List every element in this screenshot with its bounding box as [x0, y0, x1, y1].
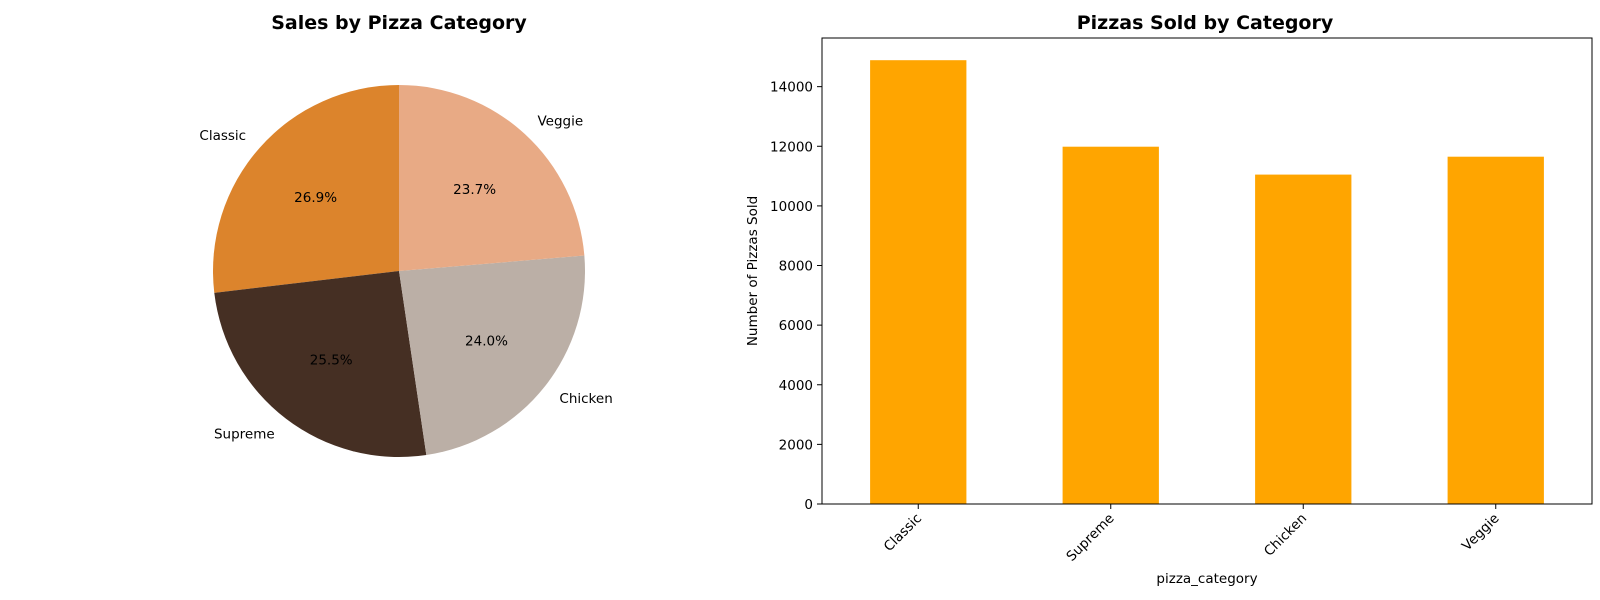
pie-percent-chicken: 24.0%	[465, 333, 508, 349]
pie-chart-title: Sales by Pizza Category	[271, 12, 527, 34]
pie-slice-supreme	[214, 271, 427, 457]
bar-classic	[870, 60, 967, 504]
pie-slice-chicken	[399, 255, 586, 455]
y-axis-label: Number of Pizzas Sold	[745, 196, 761, 346]
y-tick-label: 10000	[770, 199, 813, 215]
x-axis-ticks: Classic Supreme Chicken Veggie	[881, 504, 1503, 565]
x-tick-label-supreme: Supreme	[1063, 511, 1117, 565]
y-tick-label: 4000	[779, 378, 813, 394]
bar-chicken	[1255, 174, 1352, 504]
pie-labels: Classic 26.9% Supreme 25.5% Chicken 24.0% Vegg…	[199, 113, 612, 442]
pie-label-classic: Classic	[199, 128, 246, 144]
pie-label-supreme: Supreme	[214, 427, 275, 443]
y-tick-label: 0	[804, 497, 813, 513]
pie-label-veggie: Veggie	[538, 113, 584, 129]
x-tick-label-classic: Classic	[881, 511, 925, 555]
pie-percent-veggie: 23.7%	[453, 182, 496, 198]
pie-slice-veggie	[399, 85, 585, 271]
bar-veggie	[1447, 156, 1544, 504]
y-tick-label: 8000	[779, 259, 813, 275]
bar-supreme	[1062, 146, 1159, 504]
y-axis-ticks: 0 2000 4000 6000 8000 10000 12000 14000	[770, 80, 822, 513]
x-tick-label-veggie: Veggie	[1459, 511, 1503, 555]
pie-label-chicken: Chicken	[559, 391, 612, 407]
x-tick-label-chicken: Chicken	[1261, 511, 1310, 560]
y-tick-label: 2000	[779, 437, 813, 453]
pie-percent-classic: 26.9%	[294, 190, 337, 206]
y-tick-label: 6000	[779, 318, 813, 334]
x-axis-label: pizza_category	[1156, 571, 1257, 587]
pie-chart: Sales by Pizza Category Classic 26.9% Supr…	[199, 12, 613, 457]
bar-series	[870, 60, 1544, 504]
pie-slice-classic	[213, 85, 399, 293]
bar-chart-title: Pizzas Sold by Category	[1077, 12, 1334, 34]
pie-slices	[213, 85, 586, 457]
y-tick-label: 12000	[770, 139, 813, 155]
plot-area-frame	[821, 37, 1593, 505]
bar-chart: Pizzas Sold by Category 0 2000 4000 6000 800…	[745, 12, 1593, 587]
pie-percent-supreme: 25.5%	[310, 353, 353, 369]
y-tick-label: 14000	[770, 80, 813, 96]
